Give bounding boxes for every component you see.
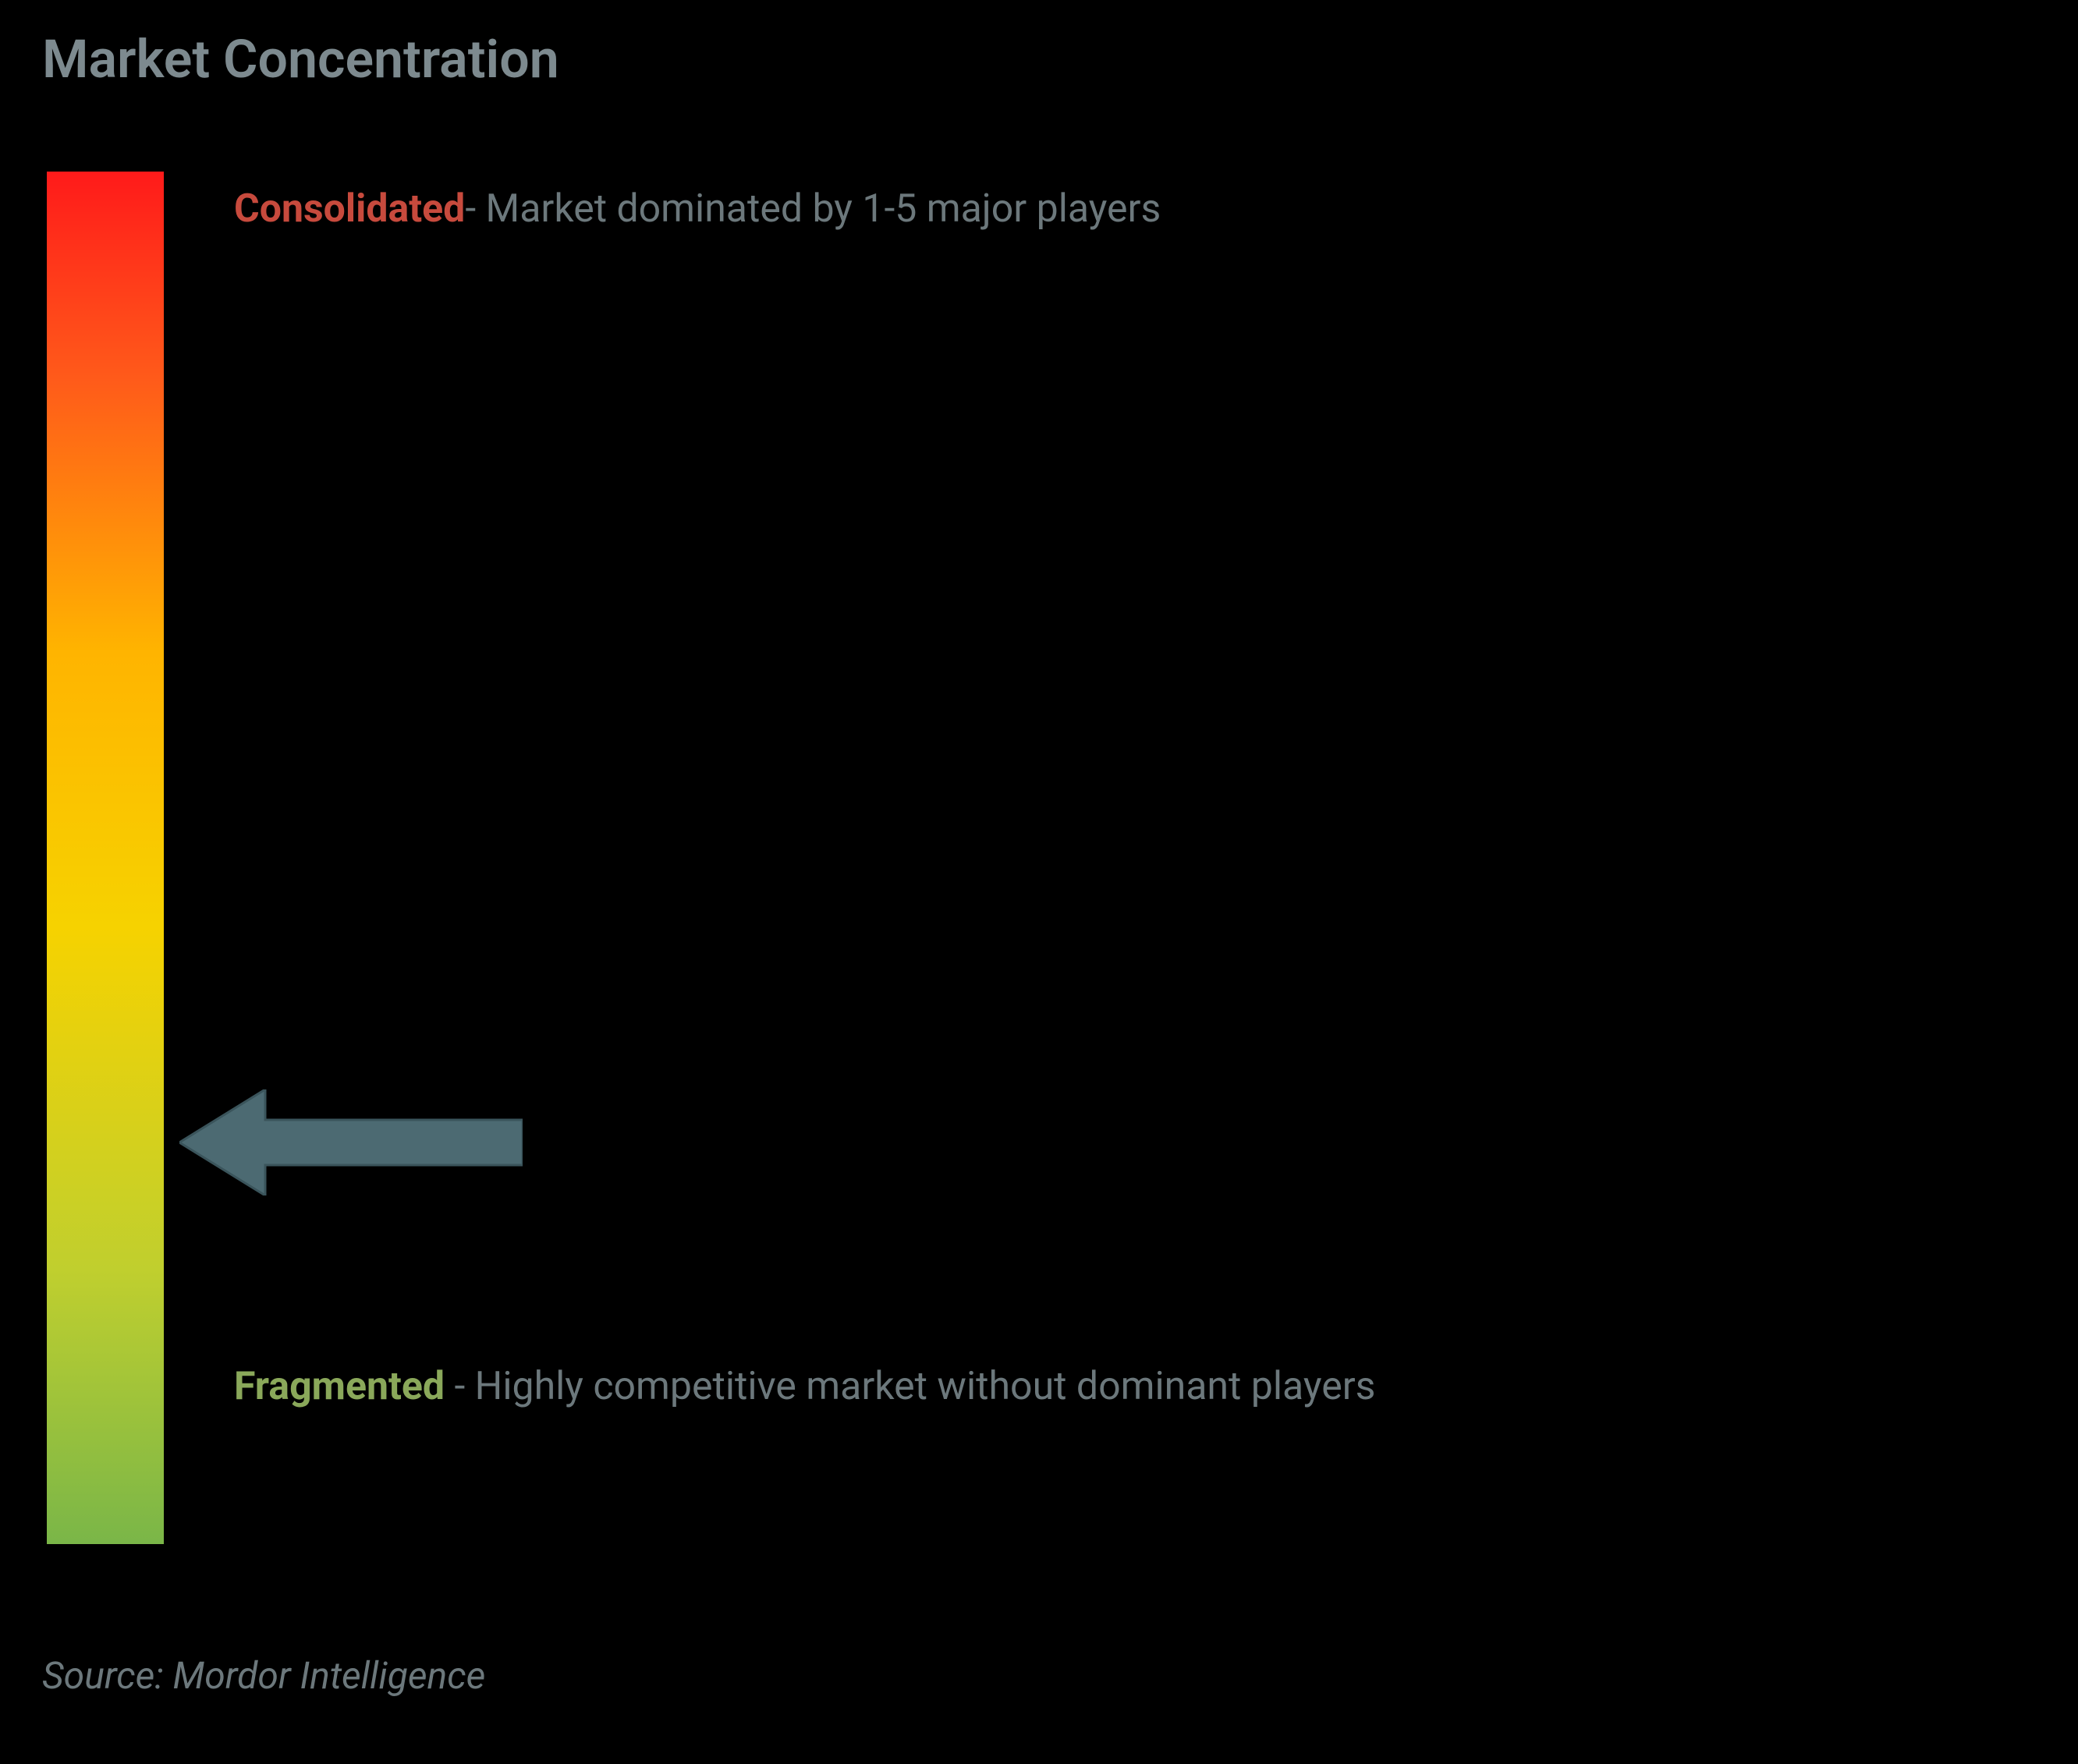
position-arrow-icon [179,1089,523,1195]
chart-title: Market Concentration [42,28,559,90]
fragmented-desc: - Highly competitive market without domi… [445,1364,1375,1409]
fragmented-key: Fragmented [234,1364,445,1409]
consolidated-label: Consolidated- Market dominated by 1-5 ma… [234,179,1716,240]
chart-canvas: Market Concentration Consolidated- Marke… [0,0,2078,1764]
fragmented-label: Fragmented - Highly competitive market w… [234,1357,1560,1418]
consolidated-desc: - Market dominated by 1-5 major players [465,186,1161,232]
concentration-gradient-bar [47,172,164,1544]
consolidated-key: Consolidated [234,186,465,232]
source-attribution: Source: Mordor Intelligence [42,1653,485,1698]
